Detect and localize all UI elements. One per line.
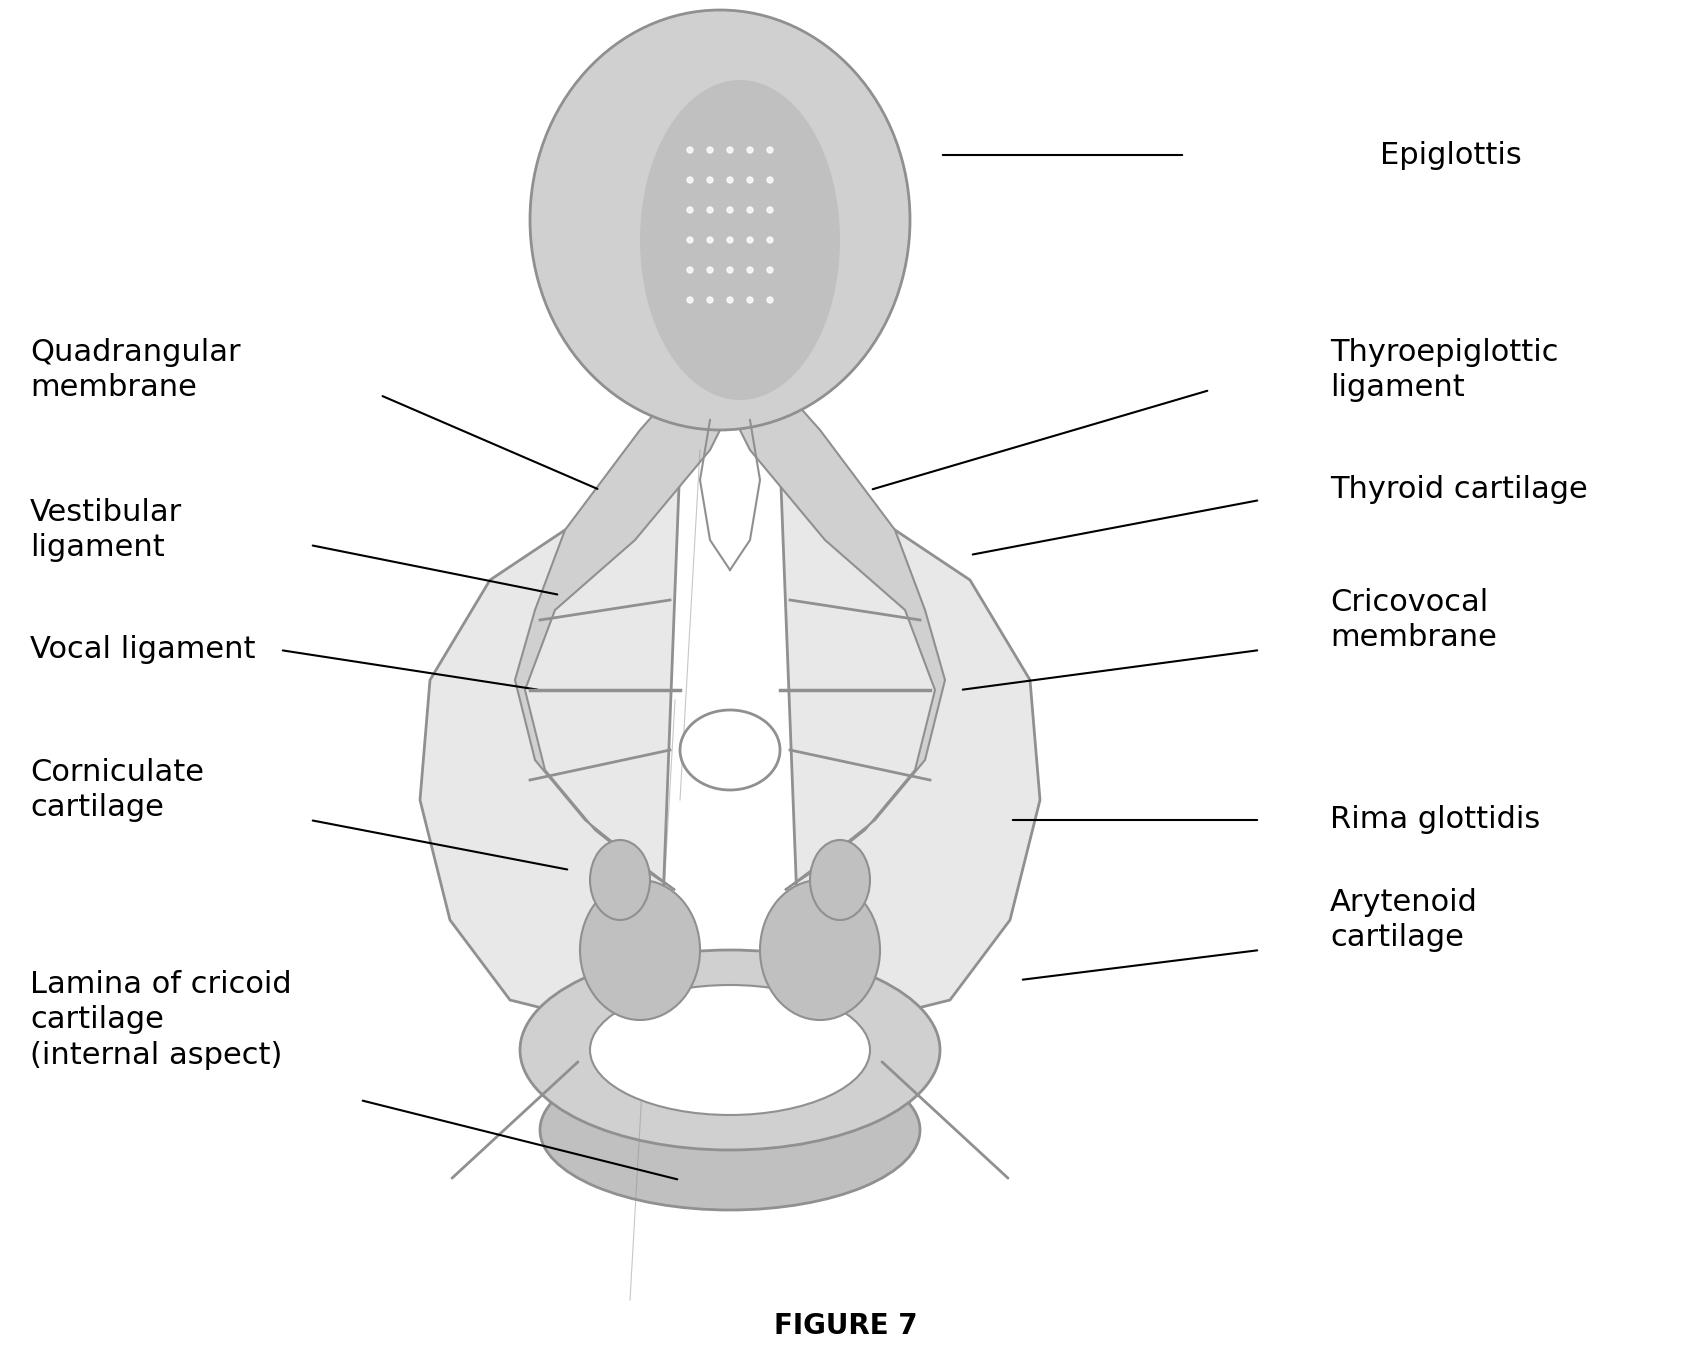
Polygon shape — [780, 460, 1040, 1020]
Ellipse shape — [589, 985, 870, 1115]
Ellipse shape — [681, 710, 780, 790]
Circle shape — [687, 297, 692, 302]
Circle shape — [747, 267, 753, 272]
Circle shape — [767, 267, 774, 272]
Circle shape — [726, 237, 733, 242]
Circle shape — [687, 207, 692, 212]
Circle shape — [767, 207, 774, 212]
Circle shape — [747, 297, 753, 302]
Text: Thyroepiglottic
ligament: Thyroepiglottic ligament — [1331, 338, 1559, 402]
Ellipse shape — [589, 840, 650, 919]
Ellipse shape — [530, 10, 911, 430]
Circle shape — [687, 237, 692, 242]
Circle shape — [708, 207, 713, 212]
Circle shape — [747, 147, 753, 153]
Text: Thyroid cartilage: Thyroid cartilage — [1331, 475, 1588, 504]
Text: Lamina of cricoid
cartilage
(internal aspect): Lamina of cricoid cartilage (internal as… — [30, 970, 291, 1071]
Circle shape — [767, 237, 774, 242]
Circle shape — [726, 297, 733, 302]
Polygon shape — [709, 340, 945, 889]
Text: Vestibular
ligament: Vestibular ligament — [30, 497, 183, 563]
Circle shape — [747, 207, 753, 212]
Text: FIGURE 7: FIGURE 7 — [774, 1312, 918, 1340]
Circle shape — [708, 297, 713, 302]
Circle shape — [687, 267, 692, 272]
Text: Quadrangular
membrane: Quadrangular membrane — [30, 338, 240, 402]
Circle shape — [767, 177, 774, 183]
Ellipse shape — [540, 1050, 919, 1209]
Ellipse shape — [581, 880, 699, 1020]
Ellipse shape — [809, 840, 870, 919]
Text: Corniculate
cartilage: Corniculate cartilage — [30, 757, 203, 823]
Text: Cricovocal
membrane: Cricovocal membrane — [1331, 587, 1497, 652]
Circle shape — [687, 177, 692, 183]
Ellipse shape — [760, 880, 880, 1020]
Ellipse shape — [640, 80, 840, 400]
Circle shape — [708, 177, 713, 183]
Text: Arytenoid
cartilage: Arytenoid cartilage — [1331, 888, 1478, 952]
Polygon shape — [515, 340, 750, 889]
Circle shape — [767, 147, 774, 153]
Circle shape — [687, 147, 692, 153]
Circle shape — [726, 177, 733, 183]
Circle shape — [726, 207, 733, 212]
Circle shape — [708, 267, 713, 272]
Polygon shape — [420, 460, 681, 1020]
Circle shape — [708, 147, 713, 153]
Circle shape — [726, 147, 733, 153]
Circle shape — [747, 237, 753, 242]
Circle shape — [708, 237, 713, 242]
Circle shape — [767, 297, 774, 302]
Circle shape — [747, 177, 753, 183]
Text: Epiglottis: Epiglottis — [1380, 140, 1522, 169]
Circle shape — [726, 267, 733, 272]
Text: Vocal ligament: Vocal ligament — [30, 636, 256, 665]
Ellipse shape — [520, 951, 940, 1150]
Text: Rima glottidis: Rima glottidis — [1331, 805, 1541, 835]
